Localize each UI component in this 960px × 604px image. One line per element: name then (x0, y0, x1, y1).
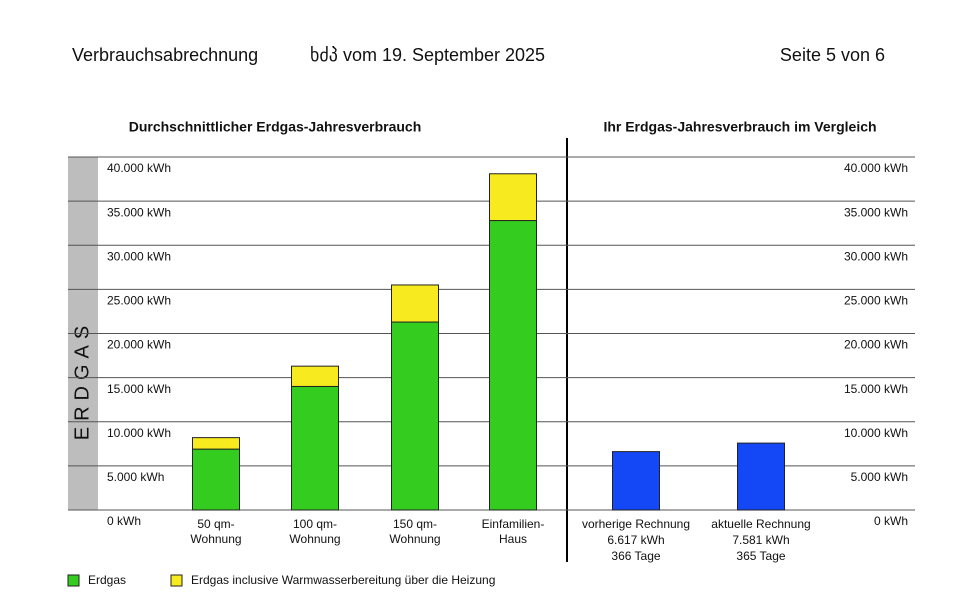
legend-label: Erdgas (88, 573, 126, 587)
days-label: 366 Tage (611, 549, 660, 563)
y-tick-label: 25.000 kWh (107, 294, 171, 308)
bar-segment (291, 365, 339, 387)
y-tick-label: 20.000 kWh (107, 338, 171, 352)
x-tick-label-line: Wohnung (389, 532, 440, 546)
y-axis-label: ERDGAS (71, 320, 93, 440)
x-tick-label-line: 50 qm- (197, 517, 234, 531)
y-tick-label: 15.000 kWh (844, 382, 908, 396)
x-tick-label-line: Einfamilien- (482, 517, 545, 531)
bar-segment (192, 448, 240, 511)
y-tick-label: 5.000 kWh (851, 470, 908, 484)
y-tick-label: 40.000 kWh (107, 161, 171, 175)
value-label: 7.581 kWh (732, 533, 789, 547)
value-label: 6.617 kWh (607, 533, 664, 547)
bar-segment (489, 220, 537, 511)
legend-swatch (170, 574, 183, 587)
legend-label: Erdgas inclusive Warmwasserbereitung übe… (191, 573, 495, 587)
y-tick-label: 10.000 kWh (107, 426, 171, 440)
chart-title: Durchschnittlicher Erdgas-Jahresverbrauc… (129, 119, 422, 135)
x-tick-label: vorherige Rechnung (582, 517, 690, 531)
bar-segment (391, 321, 439, 511)
y-tick-label: 30.000 kWh (844, 249, 908, 263)
y-tick-label: 30.000 kWh (107, 249, 171, 263)
chart-title: Ihr Erdgas-Jahresverbrauch im Vergleich (603, 119, 876, 135)
y-tick-label: 35.000 kWh (844, 205, 908, 219)
bar (737, 442, 785, 511)
y-tick-label: 25.000 kWh (844, 294, 908, 308)
x-tick-label: aktuelle Rechnung (711, 517, 810, 531)
bar-segment (391, 284, 439, 323)
doc-date: ხძპ vom 19. September 2025 (310, 45, 545, 65)
y-tick-label: 10.000 kWh (844, 426, 908, 440)
x-tick-label: 50 qm-Wohnung (190, 517, 241, 546)
x-tick-label-line: 100 qm- (293, 517, 337, 531)
bar (612, 451, 660, 511)
y-tick-label: 5.000 kWh (107, 470, 164, 484)
y-tick-label: 20.000 kWh (844, 338, 908, 352)
y-tick-label: 0 kWh (874, 514, 908, 528)
x-tick-label-line: 150 qm- (393, 517, 437, 531)
x-tick-label-line: Wohnung (289, 532, 340, 546)
page-number: Seite 5 von 6 (780, 45, 885, 65)
y-tick-label: 40.000 kWh (844, 161, 908, 175)
y-tick-label: 0 kWh (107, 514, 141, 528)
x-tick-label-line: Haus (499, 532, 527, 546)
x-tick-label: 100 qm-Wohnung (289, 517, 340, 546)
x-tick-label: 150 qm-Wohnung (389, 517, 440, 546)
legend-swatch (67, 574, 80, 587)
bar-segment (291, 385, 339, 511)
bar-segment (489, 173, 537, 222)
doc-title: Verbrauchsabrechnung (72, 45, 258, 65)
y-tick-label: 15.000 kWh (107, 382, 171, 396)
y-tick-label: 35.000 kWh (107, 205, 171, 219)
x-tick-label-line: Wohnung (190, 532, 241, 546)
bar-segment (192, 437, 240, 450)
x-tick-label: Einfamilien-Haus (482, 517, 545, 546)
days-label: 365 Tage (736, 549, 785, 563)
